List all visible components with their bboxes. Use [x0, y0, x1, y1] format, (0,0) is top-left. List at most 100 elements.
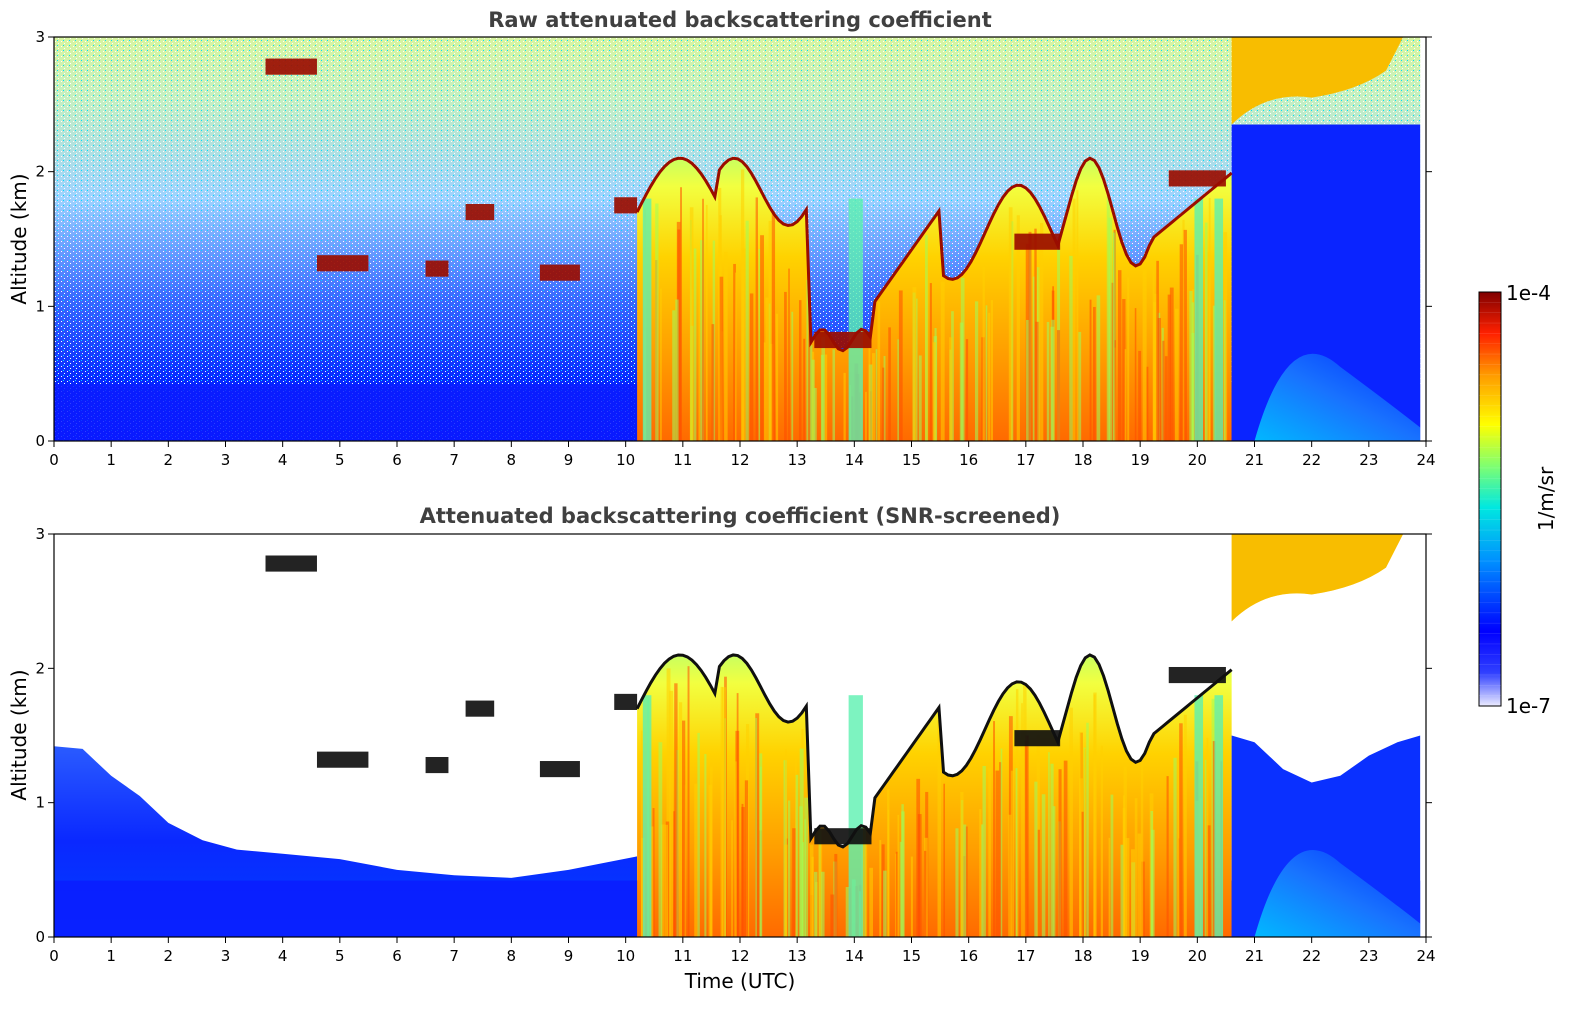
x-tick-label: 8: [507, 947, 517, 965]
rain-streak: [868, 346, 871, 441]
x-tick-label: 7: [449, 947, 459, 965]
y-tick-label: 2: [35, 659, 45, 677]
rain-streak: [985, 305, 988, 441]
rain-streak: [722, 687, 727, 937]
rain-streak: [1100, 745, 1103, 937]
colorbar-gradient: [1478, 291, 1502, 707]
rain-streak: [652, 808, 655, 937]
x-tick-label: 1: [106, 947, 116, 965]
rain-streak: [1058, 769, 1062, 937]
rain-streak: [803, 338, 806, 441]
rain-streak: [755, 197, 758, 441]
rain-streak: [898, 290, 903, 441]
rain-streak: [993, 721, 995, 937]
colorbar-min-label: 1e-7: [1506, 694, 1551, 718]
rain-streak: [694, 783, 698, 937]
rain-streak: [1010, 770, 1014, 937]
x-tick-label: 6: [392, 451, 402, 469]
x-tick-label: 15: [902, 451, 921, 469]
rain-streak: [818, 828, 823, 937]
rain-streak: [832, 349, 836, 441]
rain-streak: [949, 337, 953, 441]
x-tick-label: 21: [1245, 947, 1264, 965]
rain-streak: [895, 851, 898, 937]
rain-streak: [1117, 270, 1122, 441]
rain-streak: [865, 391, 867, 441]
x-tick-label: 22: [1302, 451, 1321, 469]
rain-streak: [813, 871, 818, 937]
rain-streak: [672, 310, 676, 441]
x-tick-label: 9: [564, 947, 574, 965]
rain-streak: [912, 287, 917, 441]
x-tick-label: 19: [1131, 451, 1150, 469]
rain-streak: [830, 894, 835, 937]
rain-streak: [1108, 837, 1111, 937]
rain-streak: [1191, 332, 1195, 441]
screened-panel-title: Attenuated backscattering coefficient (S…: [420, 504, 1061, 528]
rain-streak: [687, 666, 690, 937]
y-tick-label: 3: [35, 525, 45, 543]
rain-streak: [808, 290, 811, 441]
rain-streak: [988, 767, 991, 937]
rain-streak: [883, 355, 886, 441]
screened-axis-ticks: 0 1 2 3 4 5 6 7 8 9 10 11 12 13 14 15 16 17 18 19 20 21 22 23 24…: [35, 525, 1435, 965]
y-tick-label: 0: [35, 432, 45, 450]
column-gap: [1214, 198, 1224, 441]
rain-streak: [1173, 757, 1177, 937]
rain-streak: [1179, 723, 1183, 937]
rain-streak: [1212, 741, 1216, 937]
rain-streak: [1015, 768, 1018, 937]
rain-streak: [1072, 198, 1076, 441]
rain-streak: [1157, 317, 1161, 441]
x-tick-label: 6: [392, 947, 402, 965]
rain-streak: [955, 828, 959, 937]
rain-streak: [705, 204, 708, 441]
x-tick-label: 12: [730, 947, 749, 965]
x-tick-label: 0: [49, 947, 59, 965]
rain-streak: [918, 355, 922, 441]
y-tick-label: 1: [35, 794, 45, 812]
rain-streak: [792, 828, 796, 937]
x-tick-label: 19: [1131, 947, 1150, 965]
x-tick-label: 12: [730, 451, 749, 469]
x-tick-label: 3: [221, 451, 231, 469]
evening-cloud-top: [1231, 37, 1404, 125]
y-tick-label: 1: [35, 297, 45, 315]
rain-streak: [1152, 259, 1155, 441]
x-tick-label: 18: [1073, 947, 1092, 965]
x-tick-label: 21: [1245, 451, 1264, 469]
raw-axis-ticks: 0 1 2 3 4 5 6 7 8 9 10 11 12 13 14 15 16 17 18 19 20 21 22 23 24…: [35, 28, 1435, 469]
rain-streak: [843, 372, 846, 441]
rain-streak: [1167, 294, 1171, 441]
rain-streak: [979, 809, 982, 937]
rain-streak: [1096, 295, 1101, 441]
rain-streak: [897, 339, 900, 441]
cloud-layer: [1014, 730, 1061, 747]
rain-streak: [804, 797, 809, 937]
y-tick-label: 0: [35, 928, 45, 946]
rain-streak: [741, 803, 744, 937]
rain-streak: [965, 339, 969, 441]
rain-streak: [868, 364, 873, 441]
rain-streak: [1051, 319, 1055, 441]
rain-streak: [1182, 219, 1185, 441]
rain-streak: [741, 248, 746, 441]
rain-streak: [995, 770, 1000, 937]
rain-streak: [795, 774, 799, 937]
rain-streak: [824, 354, 828, 441]
rain-streak: [882, 367, 885, 441]
rain-streak: [1206, 737, 1209, 937]
x-tick-label: 10: [616, 451, 635, 469]
rain-streak: [1032, 276, 1035, 441]
x-tick-label: 23: [1359, 947, 1378, 965]
rain-streak: [784, 291, 787, 441]
rain-streak: [924, 850, 927, 937]
rain-streak: [1040, 223, 1044, 441]
rain-streak: [1108, 217, 1113, 441]
rain-streak: [1046, 321, 1050, 441]
x-tick-label: 10: [616, 947, 635, 965]
evening-cloud-top: [1231, 534, 1404, 622]
column-gap: [848, 198, 863, 441]
rain-streak: [864, 842, 868, 937]
x-tick-label: 13: [788, 947, 807, 965]
